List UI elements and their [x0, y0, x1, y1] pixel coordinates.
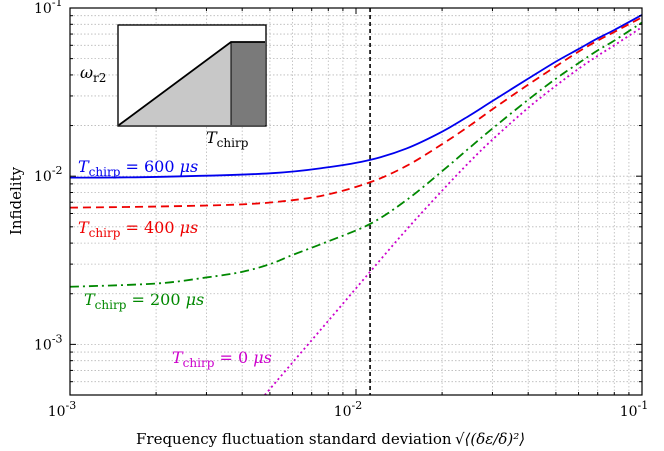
inset-y-label: ωr2 — [80, 63, 106, 85]
x-axis-math: √⟨(δε/δ)²⟩ — [455, 430, 525, 448]
x-tick-label: 10-2 — [334, 399, 363, 420]
series-label-1: Tchirp = 600 μs — [78, 157, 198, 179]
series-layer — [70, 14, 642, 395]
series-line-3 — [70, 21, 642, 288]
series-label-3: Tchirp = 200 μs — [84, 290, 204, 312]
inset-diagram: ωr2 Tchirp — [80, 24, 267, 150]
axis-ticks — [69, 8, 642, 396]
curve-labels: Tchirp = 600 μs Tchirp = 400 μs Tchirp = 2… — [78, 157, 272, 370]
inset-plateau-region — [231, 42, 265, 125]
y-tick-label: 10-3 — [34, 332, 63, 353]
y-tick-label: 10-1 — [34, 0, 63, 17]
inset-frame-outline — [117, 24, 267, 127]
series-line-2 — [70, 16, 642, 209]
x-tick-label: 10-1 — [620, 399, 649, 420]
series-label-4: Tchirp = 0 μs — [172, 348, 272, 370]
axis-tick-labels: 10-3 10-2 10-1 10-3 10-2 10-1 — [34, 0, 648, 420]
inset-x-label: Tchirp — [206, 128, 249, 150]
x-axis-title: Frequency fluctuation standard deviation… — [136, 430, 525, 448]
y-tick-label: 10-2 — [34, 164, 63, 185]
x-tick-label: 10-3 — [48, 399, 77, 420]
series-line-1 — [70, 14, 642, 179]
x-axis-label: Frequency fluctuation standard deviation — [136, 430, 452, 448]
y-axis-label: Infidelity — [7, 166, 25, 235]
series-label-2: Tchirp = 400 μs — [78, 218, 198, 240]
